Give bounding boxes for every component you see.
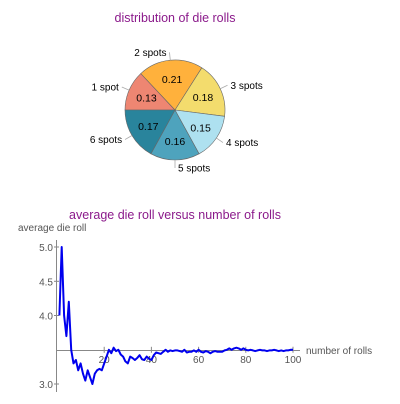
pie-slice	[140, 59, 203, 111]
pie-chart: distribution of die rolls 0.130.210.180.…	[90, 11, 263, 175]
x-tick-label: 100	[285, 355, 302, 366]
pie-category-label: 6 spots	[90, 135, 122, 146]
pie-value-label: 0.16	[165, 136, 186, 148]
line-chart-title: average die roll versus number of rolls	[69, 208, 281, 222]
y-tick-label: 3.0	[39, 380, 53, 391]
line-chart: average die roll versus number of rolls …	[18, 208, 372, 392]
pie-slice	[150, 109, 200, 161]
pie-leader-line	[169, 52, 171, 61]
pie-value-label: 0.18	[193, 92, 214, 104]
pie-value-labels: 0.13 0.21 0.18 0.15 0.16 0.17	[136, 74, 213, 148]
pie-leader-lines	[121, 52, 228, 168]
y-tick-label: 4.5	[39, 277, 53, 288]
pie-category-label: 1 spot	[92, 83, 119, 94]
pie-category-label: 2 spots	[134, 48, 166, 59]
pie-leader-line	[121, 86, 130, 91]
pie-value-label: 0.13	[136, 93, 157, 105]
pie-category-label: 5 spots	[178, 164, 210, 175]
pie-slices	[124, 59, 226, 161]
x-axis-label: number of rolls	[306, 346, 372, 357]
pie-value-label: 0.17	[138, 121, 159, 133]
pie-category-label: 3 spots	[231, 81, 263, 92]
pie-leader-line	[216, 137, 224, 143]
y-tick-label: 4.0	[39, 312, 53, 323]
y-axis-label: average die roll	[18, 223, 86, 234]
x-tick-label: 60	[193, 355, 205, 366]
y-tick-label: 5.0	[39, 243, 53, 254]
pie-value-label: 0.15	[190, 122, 211, 134]
pie-category-labels: 1 spot 2 spots 3 spots 4 spots 5 spots 6 spot…	[90, 48, 263, 175]
pie-value-label: 0.21	[162, 74, 183, 86]
pie-leader-line	[220, 84, 228, 90]
pie-chart-title: distribution of die rolls	[115, 11, 236, 25]
x-tick-label: 80	[240, 355, 252, 366]
pie-category-label: 4 spots	[226, 138, 258, 149]
series-line-average	[58, 246, 293, 385]
pie-leader-line	[124, 135, 133, 140]
